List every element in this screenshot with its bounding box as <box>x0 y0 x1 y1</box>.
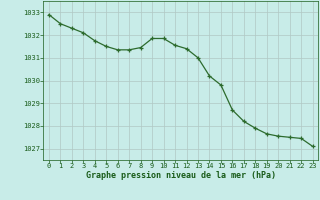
X-axis label: Graphe pression niveau de la mer (hPa): Graphe pression niveau de la mer (hPa) <box>86 171 276 180</box>
